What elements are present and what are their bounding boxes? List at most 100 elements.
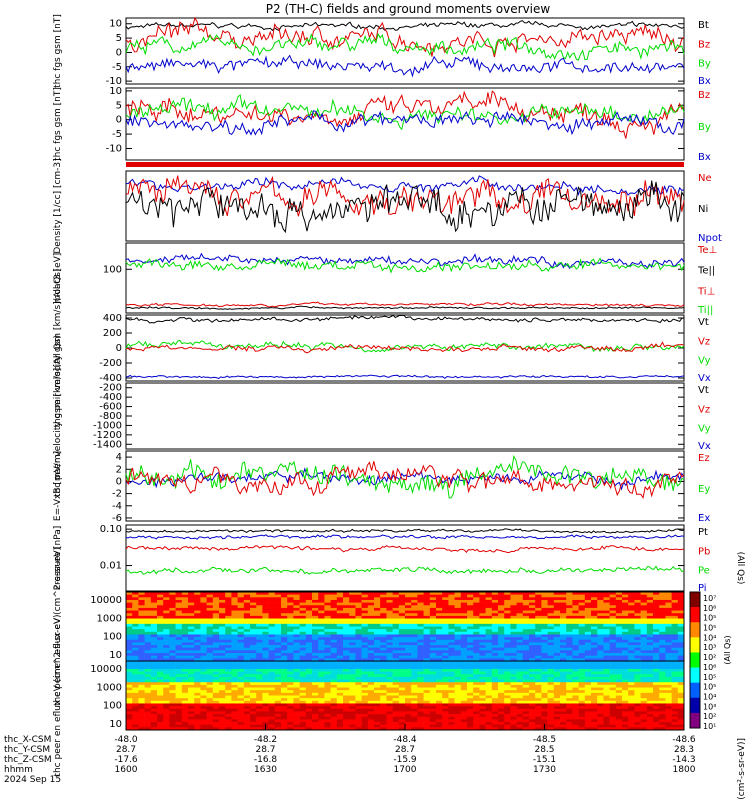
heat-cell xyxy=(132,655,139,659)
heat-cell xyxy=(491,698,499,702)
heat-cell xyxy=(312,674,319,678)
y-tick-label: 10 xyxy=(109,86,122,97)
heat-cell xyxy=(274,716,282,720)
heat-cell xyxy=(144,671,152,675)
heat-cell xyxy=(417,642,424,646)
heat-cell xyxy=(250,668,257,672)
heat-cell xyxy=(436,607,443,611)
heat-cell xyxy=(417,692,424,696)
heat-cell xyxy=(398,610,406,614)
heat-cell xyxy=(522,690,530,694)
heat-cell xyxy=(411,666,418,670)
heat-cell xyxy=(405,637,412,641)
heat-cell xyxy=(194,708,201,712)
heat-cell xyxy=(188,639,195,643)
heat-cell xyxy=(504,597,511,601)
panel-10: thc peir en eflux eV (cm^2-s-sr-eV) 10000… xyxy=(53,547,685,706)
heat-cell xyxy=(634,658,641,662)
heat-cell xyxy=(584,714,592,718)
heat-cell xyxy=(510,610,517,614)
heat-cell xyxy=(312,700,319,704)
heat-cell xyxy=(212,706,220,710)
heat-cell xyxy=(615,676,623,680)
heat-cell xyxy=(560,692,567,696)
heat-cell xyxy=(448,684,455,688)
heat-cell xyxy=(175,706,183,710)
heat-cell xyxy=(634,637,641,641)
heat-cell xyxy=(367,637,375,641)
heat-cell xyxy=(256,602,263,606)
heat-cell xyxy=(157,663,164,667)
heat-cell xyxy=(206,592,214,595)
heat-cell xyxy=(566,666,573,670)
heat-cell xyxy=(578,687,586,691)
heat-cell xyxy=(405,592,412,595)
heat-cell xyxy=(491,668,499,672)
heat-cell xyxy=(653,621,660,625)
heat-cell xyxy=(504,642,511,646)
heat-cell xyxy=(622,653,629,656)
heat-cell xyxy=(411,637,418,641)
heat-cell xyxy=(299,602,307,606)
heat-cell xyxy=(138,597,145,601)
heat-cell xyxy=(392,687,400,691)
heat-cell xyxy=(622,676,629,680)
heat-cell xyxy=(281,706,288,710)
heat-cell xyxy=(628,637,635,641)
heat-cell xyxy=(640,599,648,603)
heat-cell xyxy=(628,708,635,712)
heat-cell xyxy=(194,703,201,707)
heat-cell xyxy=(411,631,418,635)
heat-cell xyxy=(250,671,257,675)
heat-cell xyxy=(553,645,561,649)
heat-cell xyxy=(374,719,381,723)
heat-cell xyxy=(225,618,232,622)
heat-cell xyxy=(560,698,567,702)
heat-cell xyxy=(677,650,685,654)
colorbar-segment xyxy=(690,697,700,714)
heat-cell xyxy=(541,719,548,723)
heat-cell xyxy=(460,690,468,694)
heat-cell xyxy=(169,716,176,720)
heat-cell xyxy=(194,727,201,731)
heat-cell xyxy=(628,668,635,672)
heat-cell xyxy=(436,650,443,654)
heat-cell xyxy=(671,594,679,598)
heat-cell xyxy=(646,690,654,694)
heat-cell xyxy=(659,642,666,646)
heat-cell xyxy=(336,637,344,641)
heat-cell xyxy=(138,714,145,718)
heat-cell xyxy=(256,634,263,638)
heat-cell xyxy=(529,650,536,654)
heat-cell xyxy=(194,658,201,662)
heat-cell xyxy=(225,722,232,725)
heat-cell xyxy=(609,706,617,710)
heat-cell xyxy=(225,613,232,617)
heat-cell xyxy=(628,687,635,691)
heat-cell xyxy=(405,631,412,635)
heat-cell xyxy=(591,703,598,707)
heat-cell xyxy=(535,674,542,678)
heat-cell xyxy=(442,674,449,678)
heat-cell xyxy=(597,722,604,725)
heat-cell xyxy=(250,666,257,670)
heat-cell xyxy=(665,687,672,691)
heat-cell xyxy=(268,661,276,664)
heat-cell xyxy=(188,594,195,598)
heat-cell xyxy=(504,634,511,638)
heat-cell xyxy=(659,658,666,662)
heat-cell xyxy=(126,666,133,670)
heat-cell xyxy=(194,663,201,667)
heat-cell xyxy=(336,727,344,731)
heat-cell xyxy=(312,724,319,728)
heat-cell xyxy=(194,650,201,654)
heat-cell xyxy=(522,679,530,683)
heat-cell xyxy=(126,687,133,691)
heat-cell xyxy=(181,623,189,627)
heat-cell xyxy=(529,684,536,688)
heat-cell xyxy=(467,626,474,630)
heat-cell xyxy=(529,602,536,606)
heat-cell xyxy=(256,615,263,619)
heat-cell xyxy=(677,629,685,633)
heat-cell xyxy=(188,666,195,670)
